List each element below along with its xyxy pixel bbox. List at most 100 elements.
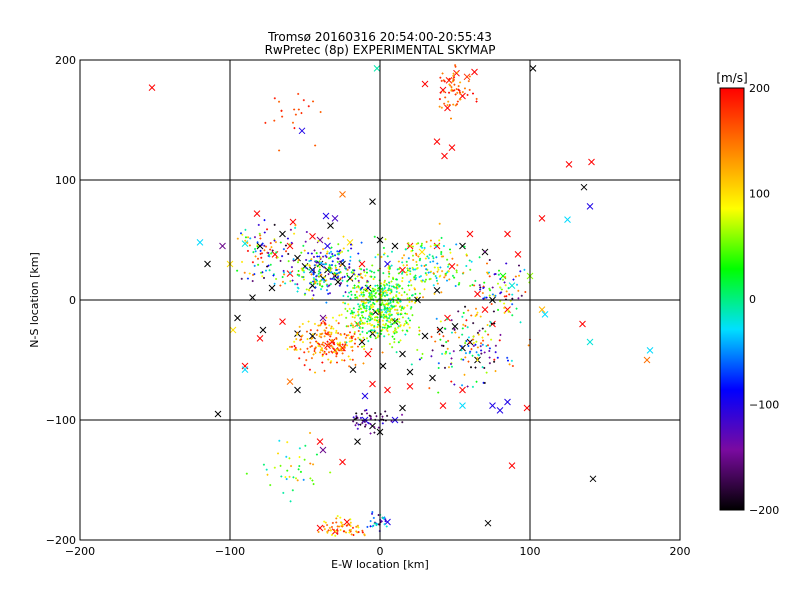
data-point-dot <box>390 323 393 326</box>
colorbar-ticks: 200 100 0 −100 −200 <box>749 82 779 517</box>
data-point-dot <box>415 267 418 270</box>
data-point-dot <box>414 278 417 281</box>
data-point-dot <box>331 521 334 524</box>
data-point-dot <box>403 322 406 325</box>
data-point-dot <box>404 333 407 336</box>
data-point-dot <box>322 248 325 251</box>
data-point-dot <box>478 284 481 287</box>
data-point-dot <box>448 83 451 86</box>
data-point-cross <box>339 458 346 466</box>
data-point-dot <box>399 324 402 327</box>
data-point-dot <box>360 241 363 244</box>
x-axis-label: E-W location [km] <box>331 558 429 571</box>
data-point-dot <box>330 271 333 274</box>
data-point-dot <box>386 319 389 322</box>
data-point-cross <box>418 248 426 256</box>
data-point-dot <box>244 228 247 231</box>
data-point-cross <box>294 254 301 262</box>
data-point-dot <box>486 272 489 275</box>
data-point-dot <box>401 287 404 290</box>
data-point-dot <box>391 319 394 322</box>
data-point-dot <box>507 287 510 290</box>
data-point-dot <box>488 356 491 359</box>
data-point-dot <box>303 458 306 461</box>
data-point-dot <box>324 323 327 326</box>
data-point-dot <box>447 100 450 103</box>
data-point-dot <box>399 300 402 303</box>
data-point-dot <box>498 339 501 342</box>
data-point-dot <box>439 91 442 94</box>
data-point-dot <box>251 261 254 264</box>
data-point-dot <box>298 357 301 360</box>
data-point-dot <box>447 270 450 273</box>
data-point-dot <box>387 267 390 270</box>
data-point-dot <box>357 531 360 534</box>
data-point-dot <box>360 311 363 314</box>
data-point-dot <box>394 304 397 307</box>
data-point-dot <box>423 264 426 267</box>
data-point-dot <box>433 266 436 269</box>
data-point-dot <box>368 308 371 311</box>
data-point-cross <box>433 138 441 145</box>
data-point-dot <box>383 294 386 297</box>
data-point-dot <box>354 296 357 299</box>
data-point-dot <box>243 271 246 274</box>
data-point-dot <box>392 300 395 303</box>
data-point-dot <box>424 272 427 275</box>
data-point-dot <box>465 264 468 267</box>
data-point-dot <box>342 301 345 304</box>
data-point-dot <box>470 314 473 317</box>
data-point-dot <box>438 105 441 108</box>
data-point-dot <box>321 349 324 352</box>
data-point-dot <box>373 325 376 328</box>
data-point-dot <box>517 289 520 292</box>
data-point-dot <box>320 273 323 276</box>
data-point-dot <box>393 317 396 320</box>
data-point-dot <box>487 333 490 336</box>
data-point-dot <box>369 286 372 289</box>
data-point-dot <box>480 342 483 345</box>
data-point-dot <box>324 254 327 257</box>
data-point-dot <box>396 287 399 290</box>
data-point-dot <box>386 414 389 417</box>
data-point-dot <box>497 269 500 272</box>
data-point-cross <box>369 330 376 337</box>
data-point-cross <box>331 215 339 222</box>
data-point-dot <box>382 323 385 326</box>
data-point-cross <box>646 347 654 354</box>
data-point-dot <box>468 259 471 262</box>
data-point-dot <box>364 309 367 312</box>
data-point-dot <box>368 294 371 297</box>
data-point-cross <box>309 332 316 340</box>
data-point-dot <box>355 525 358 528</box>
data-point-cross <box>448 263 456 270</box>
data-point-cross <box>204 260 211 268</box>
data-point-dot <box>263 219 266 222</box>
data-point-dot <box>367 301 370 304</box>
data-point-cross <box>339 191 346 198</box>
data-point-dot <box>329 283 332 286</box>
data-point-dot <box>280 475 283 478</box>
data-point-dot <box>485 344 488 347</box>
data-point-dot <box>321 343 324 346</box>
data-point-dot <box>259 237 262 240</box>
data-point-dot <box>274 241 277 244</box>
data-point-dot <box>381 310 384 313</box>
data-point-dot <box>450 365 453 368</box>
data-point-dot <box>410 284 413 287</box>
data-point-dot <box>497 308 500 311</box>
data-point-dot <box>352 311 355 314</box>
data-point-dot <box>349 518 352 521</box>
data-point-dot <box>334 530 337 533</box>
data-point-dot <box>371 331 374 334</box>
data-point-dot <box>330 264 333 267</box>
data-point-dot <box>359 317 362 320</box>
data-point-dot <box>325 279 328 282</box>
data-point-dot <box>344 343 347 346</box>
data-point-dot <box>361 286 364 289</box>
data-point-dot <box>376 309 379 312</box>
data-point-dot <box>432 284 435 287</box>
data-point-dot <box>363 269 366 272</box>
data-point-dot <box>406 273 409 276</box>
data-point-dot <box>339 349 342 352</box>
